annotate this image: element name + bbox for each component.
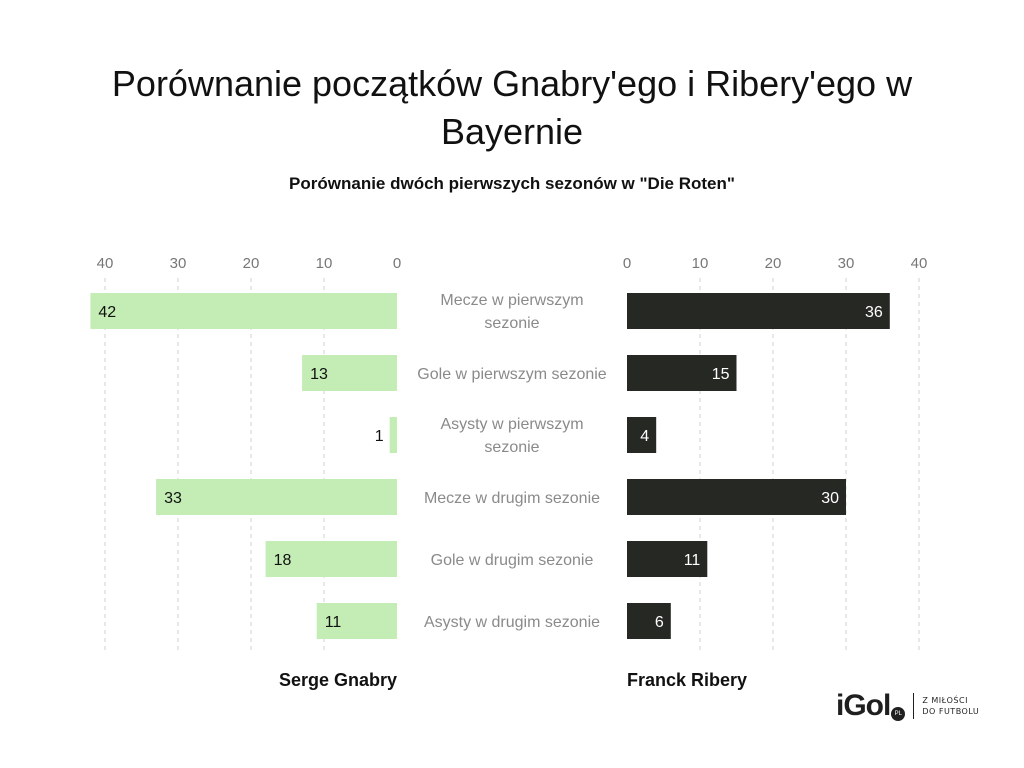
bar-gnabry (316, 603, 397, 639)
category-label-line: Gole w drugim sezonie (431, 552, 594, 569)
bar-gnabry (389, 417, 397, 453)
category-label-line: Gole w pierwszym sezonie (417, 366, 607, 383)
logo-tagline-line-1: Z MIŁOŚCI (922, 696, 968, 705)
category-label: Mecze w pierwszym sezonie (440, 292, 583, 332)
category-label-line: Mecze w drugim sezonie (424, 490, 600, 507)
category-label: Asysty w drugim sezonie (424, 614, 600, 631)
data-label-gnabry: 1 (375, 428, 384, 445)
category-label-line: sezonie (484, 315, 539, 332)
igol-logo: iGol PL Z MIŁOŚCI DO FUTBOLU (836, 686, 979, 726)
category-label-line: Asysty w pierwszym (440, 416, 583, 433)
data-label-ribery: 15 (712, 366, 730, 383)
data-label-gnabry: 33 (164, 490, 182, 507)
bar-ribery (627, 541, 708, 577)
category-label-line: Asysty w drugim sezonie (424, 614, 600, 631)
data-label-gnabry: 13 (310, 366, 328, 383)
x-tick-label-left: 0 (393, 255, 401, 272)
category-label-line: Mecze w pierwszym (440, 292, 583, 309)
x-tick-label-right: 20 (765, 255, 782, 272)
x-tick-label-left: 40 (97, 255, 114, 272)
data-label-ribery: 30 (821, 490, 839, 507)
bar-ribery (627, 417, 657, 453)
series-label-gnabry: Serge Gnabry (279, 670, 397, 690)
data-label-gnabry: 42 (98, 304, 116, 321)
x-tick-label-right: 10 (692, 255, 709, 272)
data-label-gnabry: 18 (274, 552, 292, 569)
x-tick-label-right: 0 (623, 255, 631, 272)
bar-ribery (627, 603, 671, 639)
logo-badge: PL (891, 707, 906, 721)
bar-gnabry (265, 541, 397, 577)
category-label: Asysty w pierwszym sezonie (440, 416, 583, 456)
bar-gnabry (90, 293, 398, 329)
x-tick-label-right: 30 (838, 255, 855, 272)
bar-ribery (627, 355, 737, 391)
bar-gnabry (156, 479, 397, 515)
series-label-ribery: Franck Ribery (627, 670, 747, 690)
x-tick-label-left: 10 (316, 255, 333, 272)
logo-tagline: Z MIŁOŚCI DO FUTBOLU (922, 695, 979, 717)
category-label-line: sezonie (484, 439, 539, 456)
data-label-ribery: 36 (865, 304, 883, 321)
data-label-ribery: 11 (684, 552, 701, 569)
category-label: Mecze w drugim sezonie (424, 490, 600, 507)
data-label-ribery: 4 (640, 428, 649, 445)
bar-ribery (627, 479, 846, 515)
logo-wordmark: iGol (836, 689, 891, 722)
category-label: Gole w pierwszym sezonie (417, 366, 607, 383)
x-tick-label-left: 20 (243, 255, 260, 272)
bar-gnabry (302, 355, 397, 391)
data-label-gnabry: 11 (325, 614, 342, 631)
x-tick-label-right: 40 (911, 255, 928, 272)
logo-tagline-line-2: DO FUTBOLU (922, 707, 980, 716)
logo-separator (913, 693, 915, 719)
chart-title: Porównanie początków Gnabry'ego i Ribery… (111, 63, 913, 152)
chart-subtitle: Porównanie dwóch pierwszych sezonów w "D… (289, 174, 735, 193)
data-label-ribery: 6 (655, 614, 664, 631)
x-tick-label-left: 30 (170, 255, 187, 272)
category-label: Gole w drugim sezonie (431, 552, 594, 569)
bar-ribery (627, 293, 890, 329)
